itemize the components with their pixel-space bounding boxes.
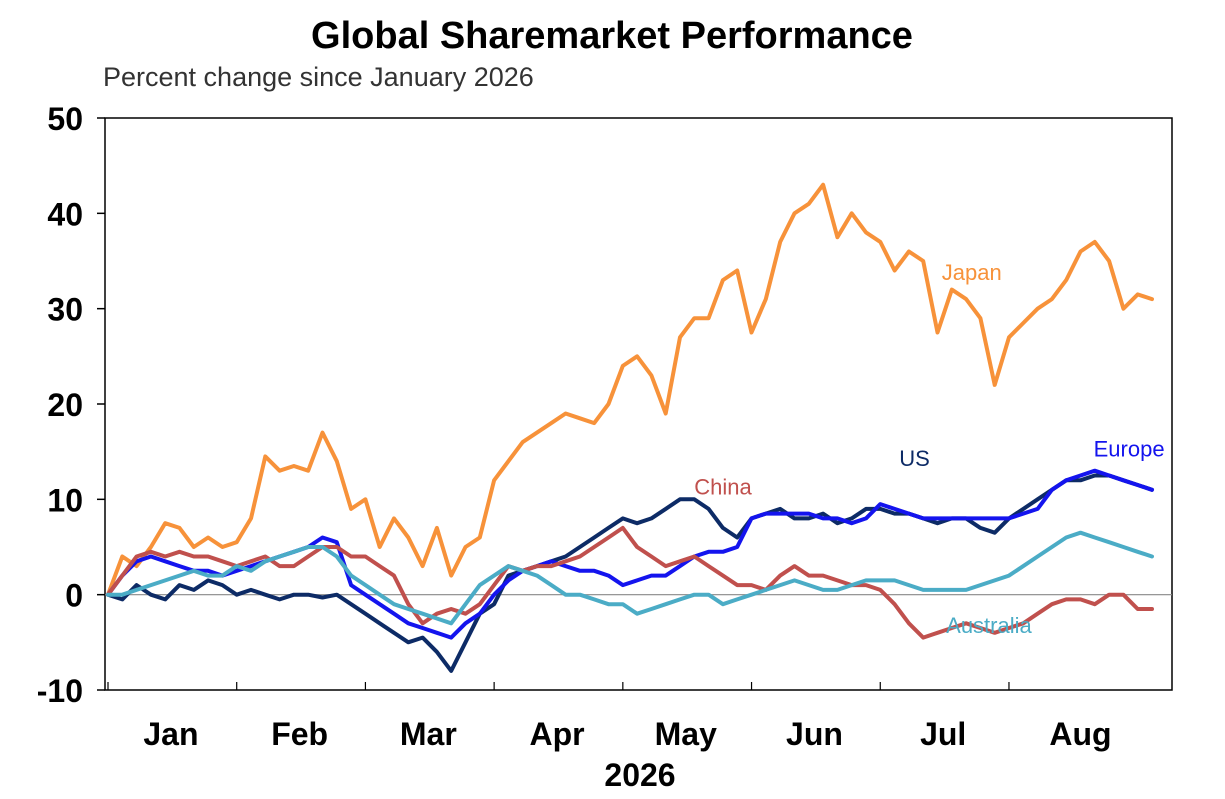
- series-layer: [106, 182, 1154, 673]
- x-tick-label: Jun: [786, 716, 843, 752]
- series-label-europe: Europe: [1094, 436, 1165, 461]
- chart-title: Global Sharemarket Performance: [311, 15, 913, 57]
- x-tick-label: Mar: [400, 716, 457, 752]
- series-label-australia: Australia: [946, 613, 1032, 638]
- series-line-japan: [106, 182, 1154, 597]
- series-line-china: [106, 525, 1154, 640]
- axis-layer: 50 40 30 20 10 0 -10 Jan Feb Mar Apr May Jun Jul Aug: [37, 101, 1172, 752]
- x-tick-label: Aug: [1049, 716, 1111, 752]
- series-label-layer: Japan US Europe China Australia: [694, 260, 1164, 638]
- x-axis-label: 2026: [604, 757, 675, 793]
- y-tick-label: 0: [65, 578, 83, 614]
- y-tick-label: 50: [47, 101, 83, 137]
- series-label-us: US: [899, 446, 930, 471]
- series-line-australia: [106, 530, 1154, 626]
- plot-area-frame: [104, 117, 1173, 691]
- x-tick-label: Feb: [271, 716, 328, 752]
- series-label-japan: Japan: [942, 260, 1002, 285]
- chart-subtitle: Percent change since January 2026: [103, 62, 534, 92]
- x-tick-label: Apr: [529, 716, 584, 752]
- y-tick-label: 20: [47, 387, 83, 423]
- y-tick-label: 30: [47, 292, 83, 328]
- series-label-china: China: [694, 475, 752, 500]
- x-tick-label: Jan: [143, 716, 198, 752]
- y-tick-label: -10: [37, 673, 83, 709]
- series-line-us: [106, 473, 1154, 673]
- x-tick-label: Jul: [920, 716, 966, 752]
- y-tick-label: 10: [47, 482, 83, 518]
- y-tick-label: 40: [47, 196, 83, 232]
- x-tick-label: May: [655, 716, 717, 752]
